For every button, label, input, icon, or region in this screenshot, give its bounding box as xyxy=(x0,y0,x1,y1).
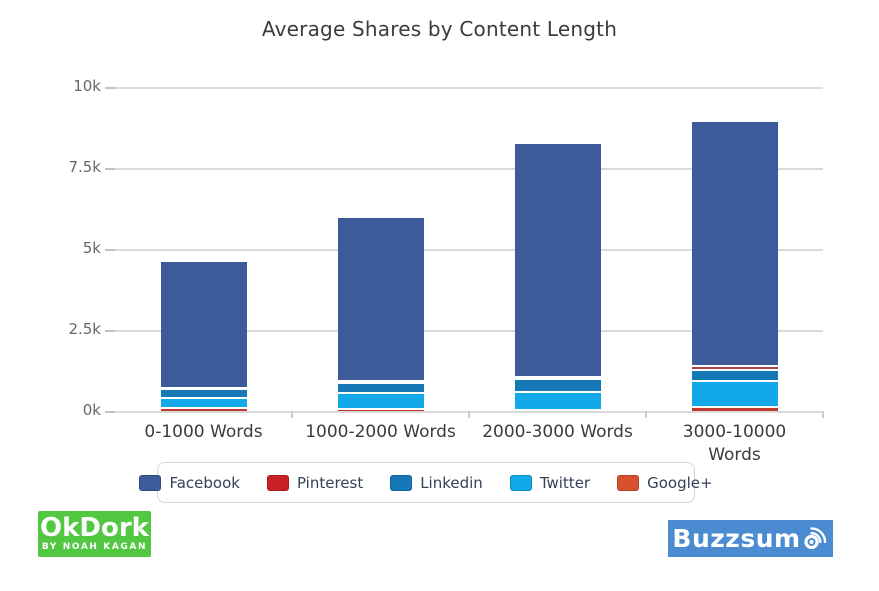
y-tick-mark xyxy=(105,168,115,170)
bar-segment-linkedin xyxy=(691,369,778,381)
segment-separator xyxy=(337,381,424,384)
y-tick-label-5k: 5k xyxy=(82,239,101,258)
y-tick-mark xyxy=(105,411,115,413)
x-tick-mark xyxy=(645,411,647,418)
legend-label: Twitter xyxy=(539,473,591,492)
buzzsumo-logo: Buzzsum xyxy=(668,520,833,557)
x-axis-label: 3000-10000 Words xyxy=(682,422,787,465)
y-tick-mark xyxy=(105,249,115,251)
bar-segment-pinterest xyxy=(691,365,778,370)
segment-separator xyxy=(160,397,247,400)
buzzsumo-broadcast-o-icon xyxy=(802,525,829,555)
segment-separator xyxy=(514,377,601,380)
gridline-2.5k xyxy=(115,330,823,332)
chart-title: Average Shares by Content Length xyxy=(261,17,618,41)
okdork-logo-subtitle: BY NOAH KAGAN xyxy=(41,542,148,552)
legend-label: Google+ xyxy=(647,473,713,492)
y-tick-label-10k: 10k xyxy=(73,77,101,96)
category-column xyxy=(292,87,469,411)
legend-swatch xyxy=(390,474,413,491)
x-tick-mark xyxy=(291,411,293,418)
segment-separator xyxy=(337,391,424,394)
legend-label: Facebook xyxy=(169,473,240,492)
bar-segment-facebook xyxy=(514,143,601,377)
legend-item-googleplus: Google+ xyxy=(617,473,713,492)
bar-segment-googleplus xyxy=(691,406,778,411)
y-tick-mark xyxy=(105,87,115,89)
y-tick-label-0k: 0k xyxy=(82,401,101,420)
okdork-logo-title: OkDork xyxy=(40,513,149,543)
gridline-7.5k xyxy=(115,168,823,170)
buzzsumo-logo-text: Buzzsum xyxy=(672,524,801,553)
legend-label: Pinterest xyxy=(296,473,364,492)
gridline-5k xyxy=(115,249,823,251)
segment-separator xyxy=(160,407,247,410)
bar-segment-linkedin xyxy=(160,388,247,398)
x-axis-labels: 0-1000 Words 1000-2000 Words 2000-3000 Wor… xyxy=(115,421,823,467)
legend-label: Linkedin xyxy=(420,473,483,492)
segment-separator xyxy=(160,388,247,390)
x-tick-mark xyxy=(822,411,824,418)
legend-swatch xyxy=(509,474,532,491)
segment-separator xyxy=(691,380,778,383)
x-axis-label: 2000-3000 Words xyxy=(482,422,633,442)
segment-separator xyxy=(514,408,601,411)
legend-item-pinterest: Pinterest xyxy=(266,473,364,492)
legend-item-facebook: Facebook xyxy=(139,473,240,492)
bar-segment-linkedin xyxy=(337,381,424,392)
category-column xyxy=(469,87,646,411)
segment-separator xyxy=(691,369,778,372)
legend-swatch xyxy=(266,474,289,491)
okdork-logo: OkDork BY NOAH KAGAN xyxy=(38,511,151,557)
segment-separator xyxy=(691,365,778,368)
segment-separator xyxy=(691,406,778,409)
bar-segment-facebook xyxy=(160,262,247,388)
legend-swatch xyxy=(139,474,162,491)
bar-columns xyxy=(115,87,823,411)
plot-area: 0k 2.5k 5k 7.5k 10k xyxy=(68,77,824,419)
bar-segment-facebook xyxy=(337,218,424,381)
bar-segment-twitter xyxy=(514,390,601,409)
y-tick-mark xyxy=(105,330,115,332)
x-tick-mark xyxy=(468,411,470,418)
legend-swatch xyxy=(617,474,640,491)
y-tick-label-7.5k: 7.5k xyxy=(68,158,101,177)
x-axis-label: 0-1000 Words xyxy=(144,422,263,442)
bar-segment-twitter xyxy=(691,380,778,407)
x-axis-label: 1000-2000 Words xyxy=(305,422,456,442)
bar-segment-facebook xyxy=(691,122,778,366)
category-column xyxy=(646,87,823,411)
bar-segment-linkedin xyxy=(514,377,601,391)
gridline-10k xyxy=(115,87,823,89)
legend-item-linkedin: Linkedin xyxy=(390,474,483,492)
bar-segment-twitter xyxy=(160,397,247,408)
bar-segment-twitter xyxy=(337,391,424,409)
segment-separator xyxy=(514,390,601,393)
y-tick-label-2.5k: 2.5k xyxy=(68,320,101,339)
legend: Facebook Pinterest Linkedin Twitter Google+ xyxy=(139,462,713,503)
segment-separator xyxy=(337,408,424,411)
legend-item-twitter: Twitter xyxy=(509,473,591,492)
category-column xyxy=(115,87,292,411)
